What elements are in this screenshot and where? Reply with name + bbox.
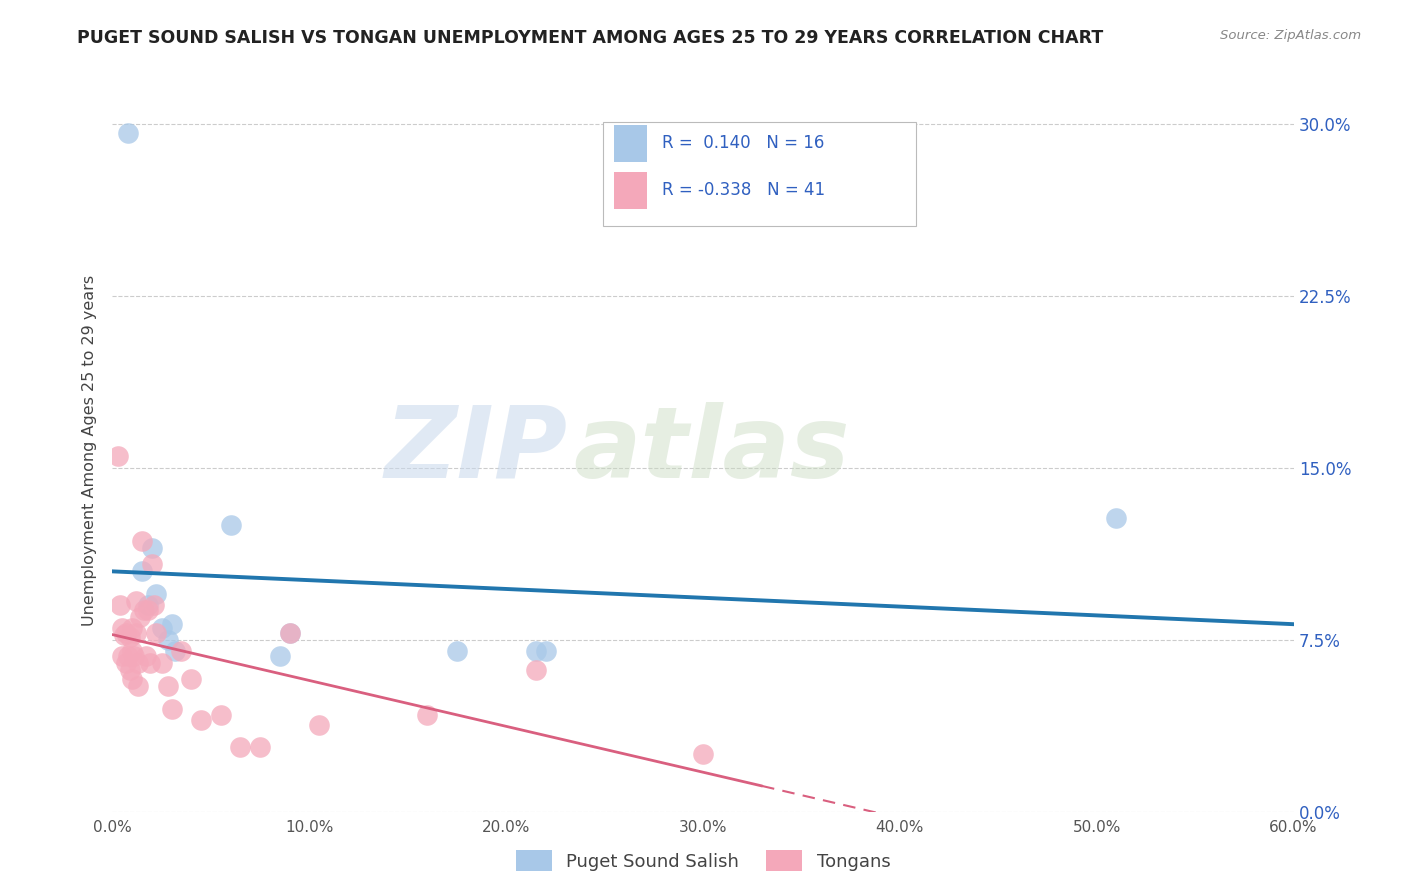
Point (160, 616, 183, 631)
Point (156, 632, 179, 647)
Point (115, 656, 138, 670)
Text: ZIP: ZIP (384, 402, 567, 499)
Point (121, 644, 143, 658)
Point (150, 656, 173, 670)
Text: PUGET SOUND SALISH VS TONGAN UNEMPLOYMENT AMONG AGES 25 TO 29 YEARS CORRELATION : PUGET SOUND SALISH VS TONGAN UNEMPLOYMEN… (77, 29, 1104, 47)
Point (131, 534, 153, 549)
Point (165, 644, 187, 658)
Point (122, 648, 145, 663)
Point (145, 587, 167, 601)
Point (278, 625, 301, 640)
Point (139, 656, 162, 670)
Point (117, 126, 139, 140)
Bar (614, 125, 648, 162)
Point (110, 599, 132, 613)
Point (125, 625, 148, 640)
Text: R = -0.338   N = 41: R = -0.338 N = 41 (662, 181, 825, 199)
Point (278, 625, 301, 640)
Point (136, 599, 159, 613)
Point (416, 708, 439, 723)
Point (129, 609, 152, 624)
Text: R =  0.140   N = 16: R = 0.140 N = 16 (662, 135, 824, 153)
Point (249, 740, 271, 755)
Point (156, 679, 179, 693)
Point (132, 603, 155, 617)
Point (121, 672, 143, 686)
FancyBboxPatch shape (603, 121, 915, 227)
Point (190, 713, 212, 727)
Point (524, 663, 547, 677)
Bar (614, 171, 648, 209)
Point (308, 717, 330, 731)
Point (209, 708, 232, 723)
Point (120, 663, 142, 677)
Y-axis label: Unemployment Among Ages 25 to 29 years: Unemployment Among Ages 25 to 29 years (82, 275, 97, 626)
Point (121, 621, 143, 635)
Point (150, 621, 173, 635)
Point (692, 747, 714, 762)
Point (145, 625, 167, 640)
Point (131, 564, 153, 578)
Point (117, 648, 139, 663)
Point (127, 656, 149, 670)
Point (142, 599, 165, 613)
Point (136, 603, 159, 617)
Point (446, 644, 468, 658)
Point (141, 541, 163, 555)
Point (107, 449, 129, 463)
Point (111, 621, 134, 635)
Point (269, 648, 291, 663)
Point (125, 593, 148, 607)
Point (135, 648, 157, 663)
Text: atlas: atlas (574, 402, 849, 499)
Point (524, 644, 547, 658)
Point (127, 679, 149, 693)
Point (534, 644, 557, 658)
Point (180, 672, 202, 686)
Point (1105, 511, 1128, 525)
Point (229, 740, 252, 755)
Point (219, 518, 242, 533)
Point (115, 625, 138, 640)
Point (170, 644, 193, 658)
Point (141, 557, 163, 571)
Point (112, 628, 135, 642)
Point (111, 648, 134, 663)
Legend: Puget Sound Salish, Tongans: Puget Sound Salish, Tongans (509, 843, 897, 879)
Text: Source: ZipAtlas.com: Source: ZipAtlas.com (1220, 29, 1361, 43)
Point (160, 701, 183, 715)
Point (120, 631, 142, 645)
